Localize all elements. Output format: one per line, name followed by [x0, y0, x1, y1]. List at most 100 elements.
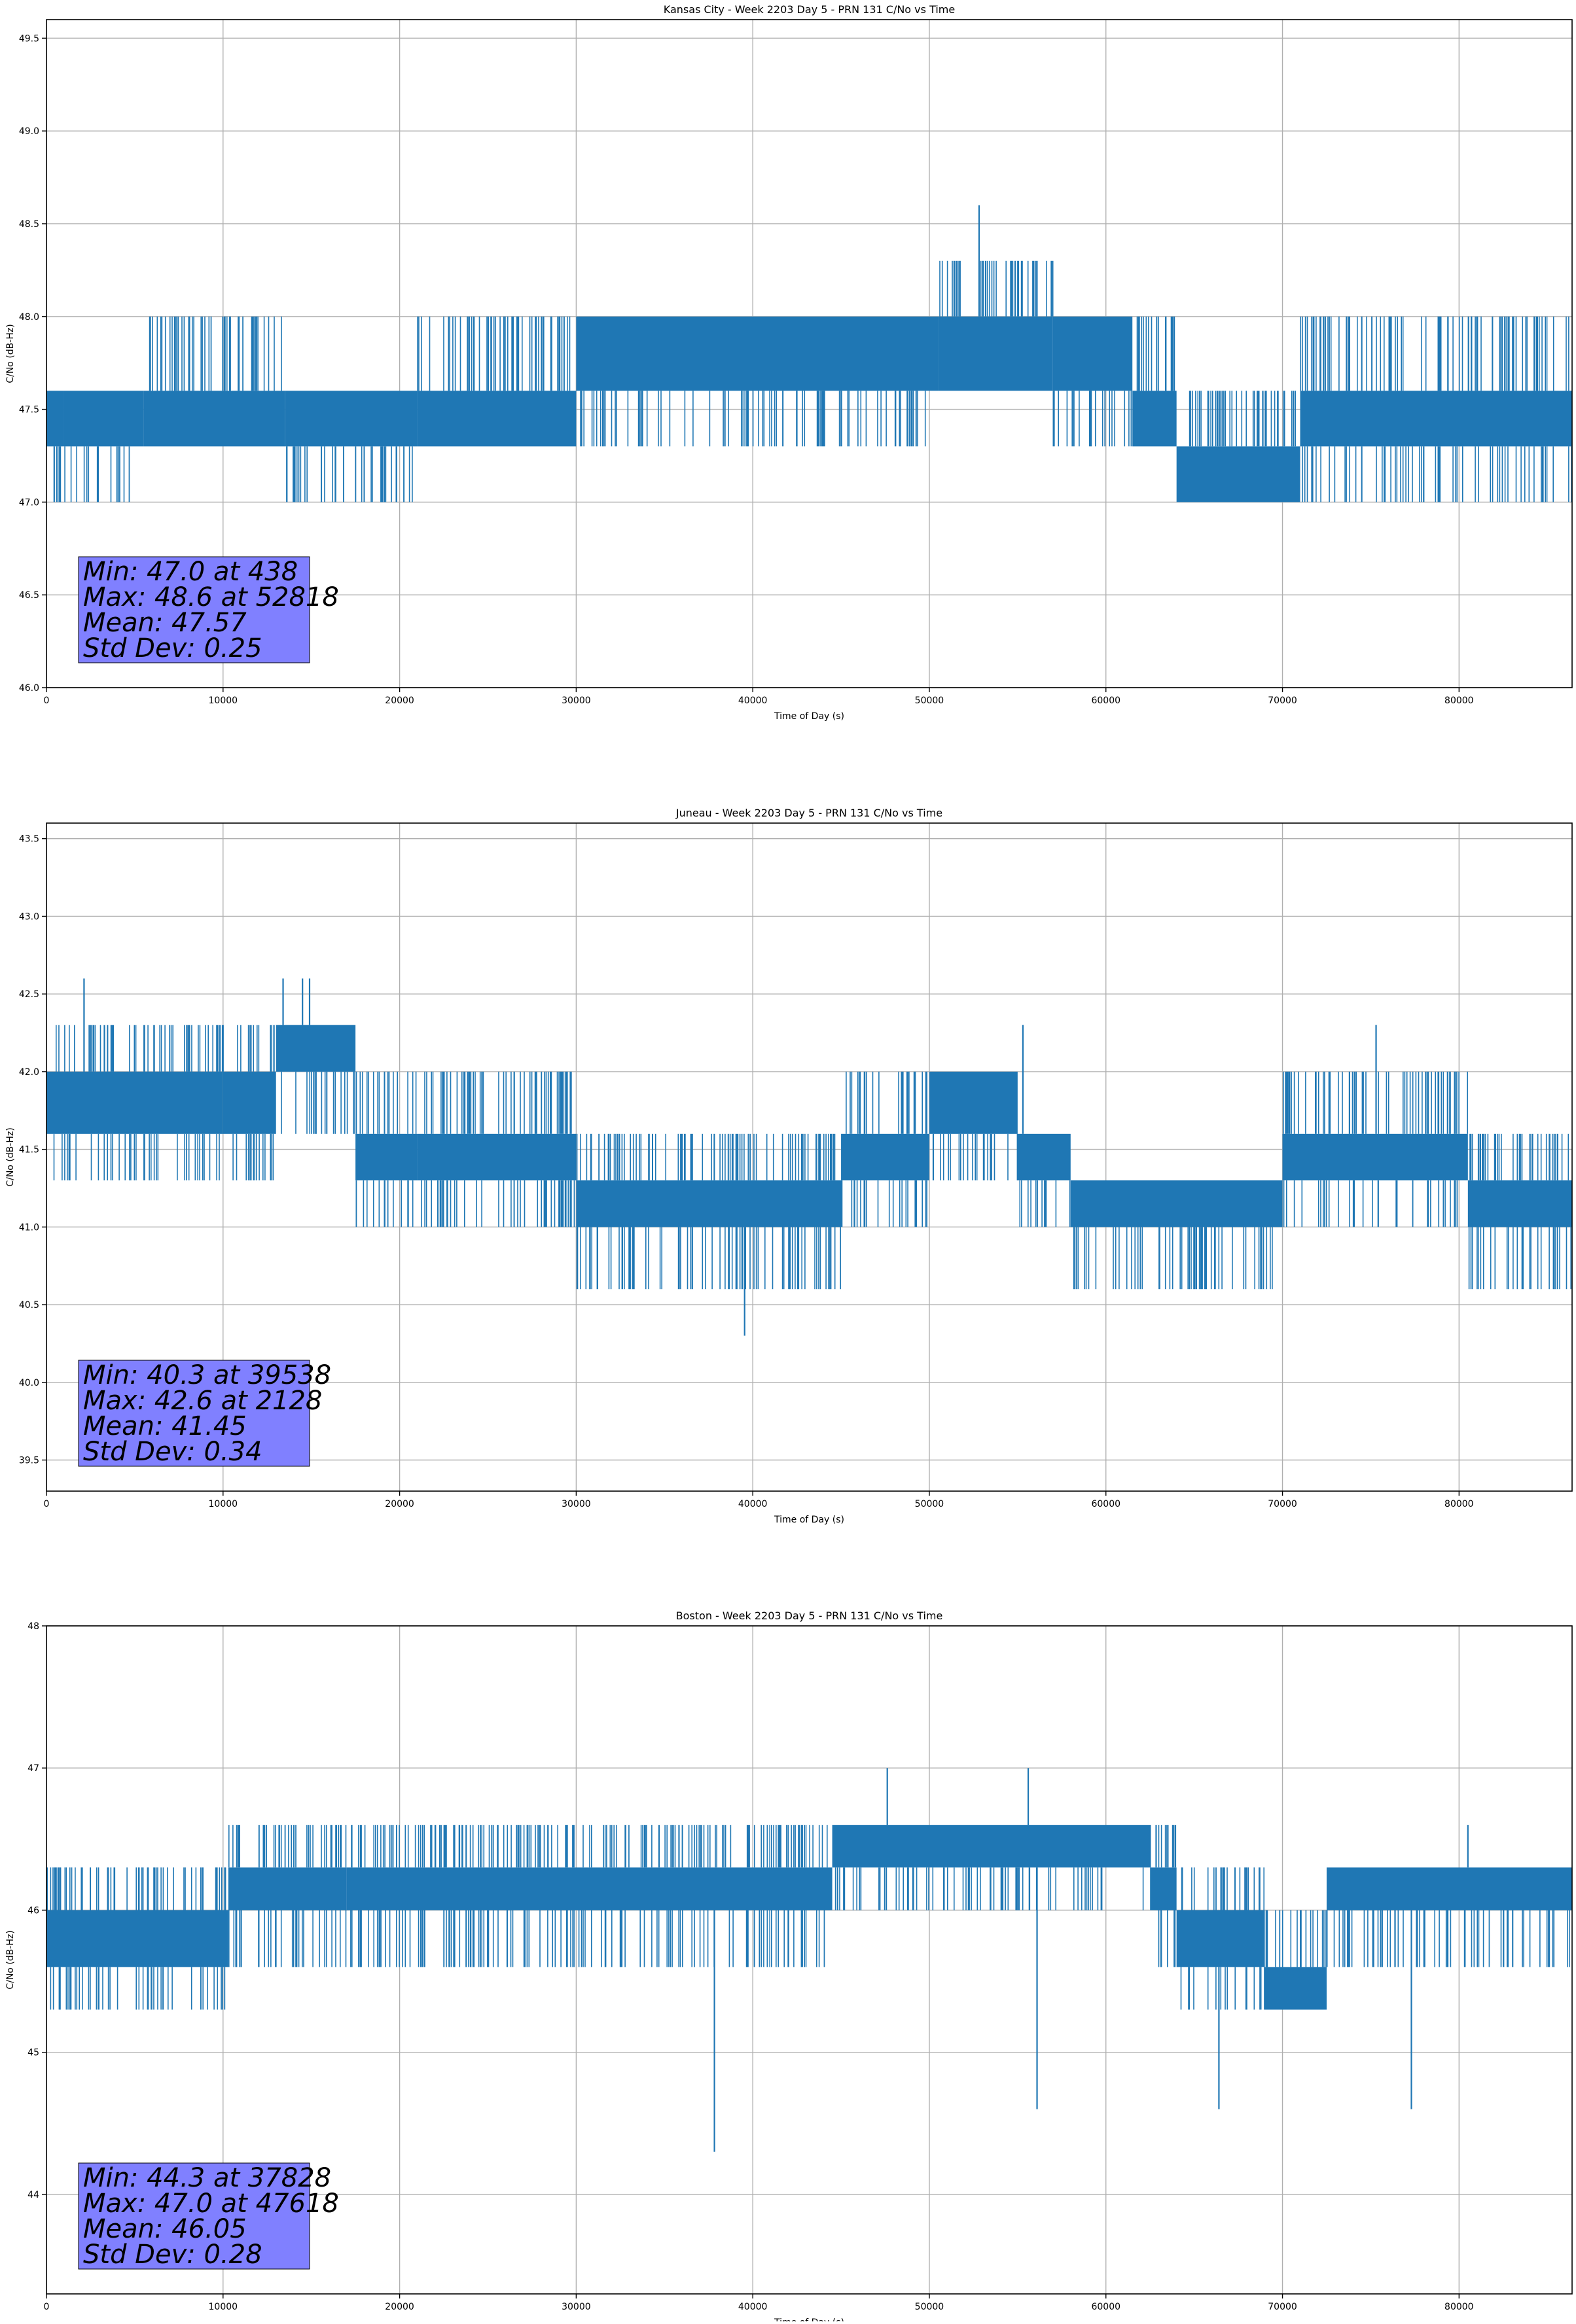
data-band	[46, 1071, 223, 1134]
data-band	[576, 1180, 842, 1227]
data-excursions	[228, 1825, 347, 1967]
x-tick-label: 20000	[385, 1499, 414, 1509]
x-tick-label: 30000	[562, 695, 591, 706]
x-tick-label: 40000	[738, 1499, 768, 1509]
stats-min-text: Min: 40.3 at 39538	[83, 1360, 331, 1390]
y-tick-label: 42.5	[19, 989, 39, 1000]
y-tick-label: 49.5	[19, 33, 39, 44]
stats-std-text: Std Dev: 0.34	[83, 1437, 262, 1467]
x-tick-label: 30000	[562, 2302, 591, 2312]
x-tick-label: 50000	[915, 695, 944, 706]
x-tick-label: 40000	[738, 695, 768, 706]
stats-max-text: Max: 47.0 at 47618	[83, 2189, 339, 2219]
chart-panel-1: 0 10000 20000 30000 40000 50000 60000 70000 8000…	[5, 3, 1573, 722]
stats-mean-text: Mean: 46.05	[83, 2214, 247, 2244]
y-tick-label: 44	[27, 2190, 39, 2200]
data-band	[1467, 1180, 1572, 1227]
y-tick-label: 48.0	[19, 312, 39, 323]
chart-panel-3: 0 10000 20000 30000 40000 50000 60000 70000 8000…	[5, 1610, 1573, 2324]
data-band	[832, 1825, 1151, 1868]
data-band	[929, 1071, 1018, 1134]
data-series	[46, 1768, 1572, 2152]
y-tick-label: 48.5	[19, 219, 39, 230]
axes-frame	[46, 19, 1573, 688]
data-excursions	[350, 1825, 828, 1967]
data-band	[355, 1133, 418, 1181]
stats-std-text: Std Dev: 0.25	[83, 633, 262, 663]
data-band	[1132, 391, 1177, 447]
data-band	[417, 1133, 577, 1181]
data-excursions	[223, 1025, 275, 1181]
y-tick-label: 43.0	[19, 911, 39, 922]
data-band	[1017, 1133, 1071, 1181]
data-band	[1052, 316, 1133, 391]
data-band	[276, 1025, 356, 1072]
x-axis-label: Time of Day (s)	[774, 2317, 844, 2321]
y-axis-label: C/No (dB-Hz)	[5, 1930, 16, 1989]
data-excursions	[1326, 1910, 1570, 1967]
chart-title: Boston - Week 2203 Day 5 - PRN 131 C/No …	[676, 1610, 943, 1622]
data-excursions	[417, 316, 571, 391]
data-excursions	[421, 1071, 575, 1227]
y-tick-label: 48	[27, 1621, 39, 1632]
chart-title: Juneau - Week 2203 Day 5 - PRN 131 C/No …	[675, 807, 942, 819]
y-tick-label: 46.5	[19, 590, 39, 601]
chart-title: Kansas City - Week 2203 Day 5 - PRN 131 …	[664, 3, 955, 16]
x-tick-label: 10000	[209, 2302, 238, 2312]
data-band	[841, 1133, 929, 1181]
x-tick-label: 60000	[1091, 1499, 1120, 1509]
axes-frame	[46, 822, 1573, 1492]
x-tick-label: 50000	[915, 1499, 944, 1509]
x-tick-label: 10000	[209, 1499, 238, 1509]
data-excursions	[1052, 391, 1132, 447]
stats-mean-text: Mean: 47.57	[83, 608, 247, 638]
data-band	[223, 1071, 276, 1134]
x-tick-label: 70000	[1268, 2302, 1297, 2312]
x-axis-label: Time of Day (s)	[774, 1515, 844, 1525]
data-band	[938, 316, 1053, 391]
data-series	[46, 205, 1572, 502]
axes-frame	[46, 1625, 1573, 2295]
stats-std-text: Std Dev: 0.28	[83, 2240, 262, 2270]
data-series	[46, 978, 1572, 1336]
data-band	[1264, 1967, 1327, 2010]
x-tick-label: 70000	[1268, 695, 1297, 706]
stats-box	[78, 2162, 310, 2270]
data-band	[285, 391, 418, 447]
data-band	[1326, 1867, 1572, 1910]
y-tick-label: 46	[27, 1905, 39, 1916]
data-excursions	[580, 391, 926, 447]
data-excursions	[1265, 1910, 1327, 1967]
x-axis-label: Time of Day (s)	[774, 711, 844, 722]
stats-min-text: Min: 44.3 at 37828	[83, 2163, 331, 2193]
data-excursions	[1136, 316, 1175, 391]
data-excursions	[1189, 391, 1296, 447]
x-tick-label: 20000	[385, 2302, 414, 2312]
data-band	[1150, 1867, 1177, 1910]
x-tick-label: 0	[44, 2302, 50, 2312]
data-band	[46, 391, 64, 447]
data-excursions	[834, 1867, 1144, 1910]
data-excursions	[286, 446, 413, 502]
x-tick-label: 80000	[1444, 1499, 1474, 1509]
x-tick-label: 60000	[1091, 2302, 1120, 2312]
data-excursions	[1300, 316, 1572, 502]
data-excursions	[46, 1867, 226, 2010]
y-tick-label: 47.5	[19, 405, 39, 415]
y-tick-label: 40.0	[19, 1378, 39, 1388]
data-excursions	[149, 316, 282, 391]
data-excursions	[64, 446, 130, 502]
stats-max-text: Max: 48.6 at 52818	[83, 582, 339, 612]
y-tick-label: 45	[27, 2048, 39, 2058]
stats-mean-text: Mean: 41.45	[83, 1411, 247, 1441]
stats-max-text: Max: 42.6 at 2128	[83, 1386, 322, 1416]
data-excursions	[56, 446, 62, 502]
stats-box	[78, 1360, 310, 1467]
data-excursions	[939, 260, 1054, 317]
x-tick-label: 60000	[1091, 695, 1120, 706]
y-tick-label: 47	[27, 1763, 39, 1774]
y-tick-label: 40.5	[19, 1300, 39, 1311]
